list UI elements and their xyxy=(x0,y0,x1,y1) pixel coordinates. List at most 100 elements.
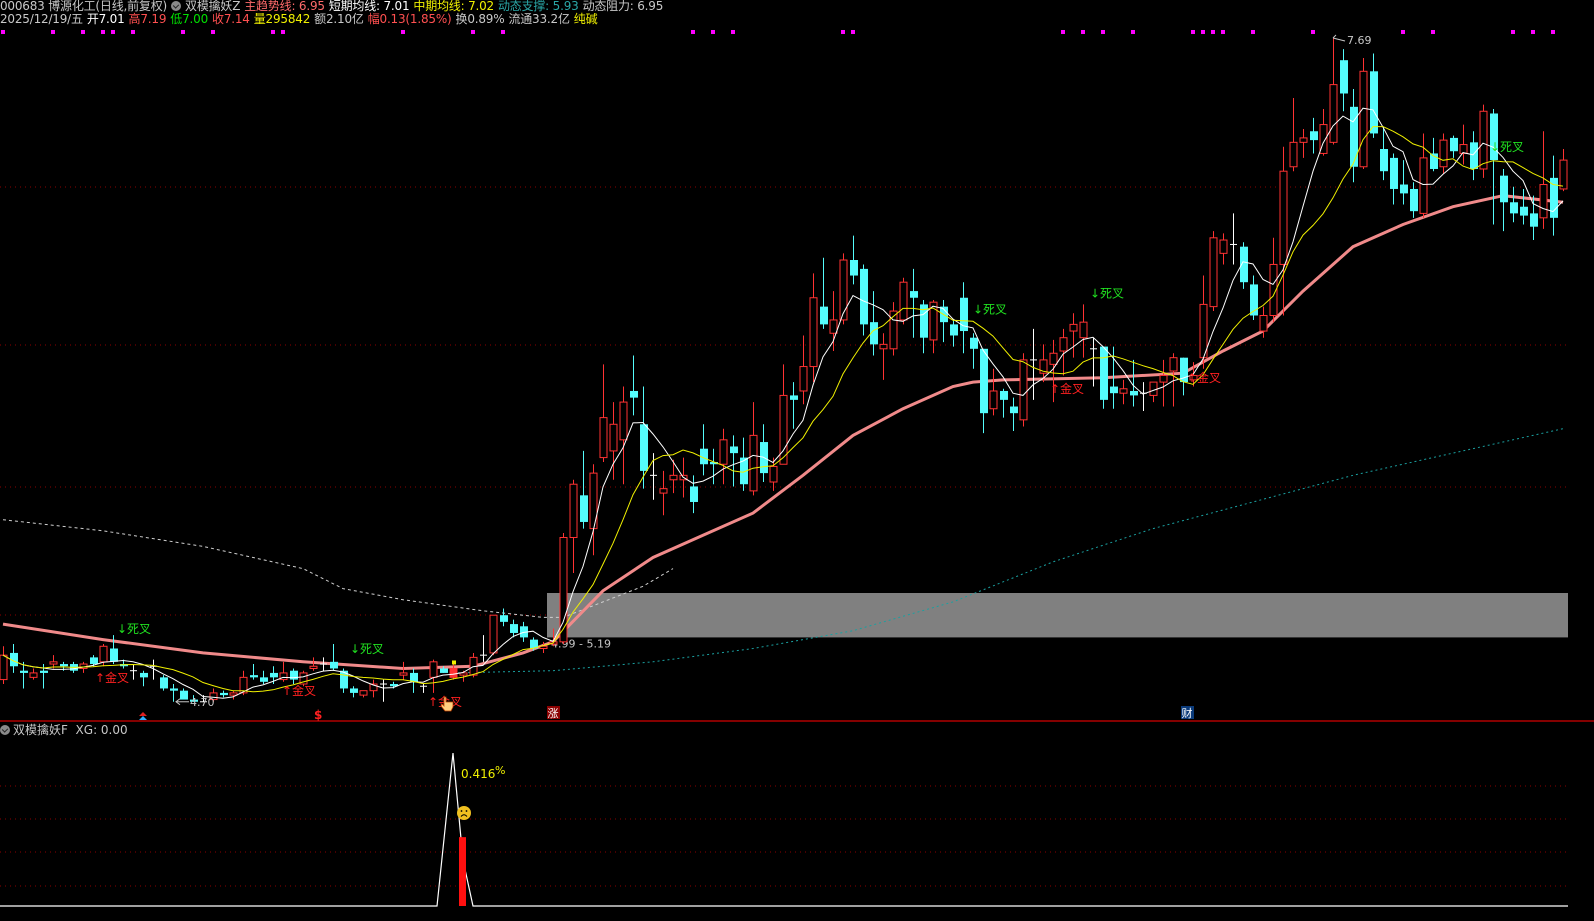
candle-body xyxy=(340,670,348,689)
indicator-name[interactable]: 双模擒妖Z xyxy=(185,0,241,13)
candle xyxy=(140,670,148,687)
candle xyxy=(1390,153,1398,205)
candle xyxy=(779,364,788,465)
peak-price-label: 7.69 xyxy=(1347,34,1372,47)
signal-dot xyxy=(51,30,55,34)
candle-body xyxy=(1510,202,1518,214)
candle xyxy=(1450,135,1458,158)
candle-body xyxy=(29,672,38,678)
candle-body xyxy=(299,672,308,685)
arrow-up-icon xyxy=(139,716,147,720)
candle-body xyxy=(160,677,168,689)
volume: 量295842 xyxy=(253,12,311,26)
candle xyxy=(1030,328,1037,400)
candle-body xyxy=(950,324,958,336)
death-cross-label: ↓死叉 xyxy=(1090,287,1124,301)
signal-dot xyxy=(1551,30,1555,34)
candle xyxy=(539,641,548,653)
candle xyxy=(279,661,288,682)
candle xyxy=(1439,133,1448,174)
candle-body xyxy=(1259,315,1268,332)
candle-body xyxy=(1219,239,1228,254)
peak-arrow-line xyxy=(1332,37,1346,42)
candle xyxy=(1000,388,1008,418)
candle xyxy=(449,660,458,680)
candle-body xyxy=(229,692,238,696)
candle-body xyxy=(1269,263,1278,317)
candle xyxy=(1289,97,1298,172)
candle-body xyxy=(1159,374,1168,383)
candle-body xyxy=(209,692,218,701)
candle xyxy=(110,635,118,665)
death-cross-label: ↓死叉 xyxy=(117,622,151,636)
header-line-2: 2025/12/19/五 开7.01 高7.19 低7.00 收7.14 量295842 额… xyxy=(0,13,601,26)
candle-body xyxy=(190,699,198,702)
candle xyxy=(1199,275,1208,369)
sector[interactable]: 纯碱 xyxy=(573,12,598,26)
resistance-dashed-line xyxy=(2,519,674,618)
candle-body xyxy=(1039,359,1048,374)
candle-body xyxy=(510,624,518,633)
candle-body xyxy=(10,652,18,667)
candle xyxy=(290,668,298,685)
candle-body xyxy=(769,465,778,483)
candle xyxy=(1180,357,1188,396)
candle-body xyxy=(1189,374,1198,381)
candle-body xyxy=(1410,188,1418,212)
candle xyxy=(740,437,748,491)
lower-indicator-name[interactable]: 双模擒妖F xyxy=(13,723,68,737)
candle-body xyxy=(1100,346,1108,400)
candle-body xyxy=(1470,142,1478,169)
candle xyxy=(710,448,718,485)
candle-body xyxy=(500,615,508,622)
candle-body xyxy=(1329,84,1338,143)
candle xyxy=(1230,213,1237,265)
candle-body xyxy=(110,648,118,662)
candle xyxy=(309,657,318,671)
candle-body xyxy=(20,670,28,673)
candle xyxy=(619,386,628,485)
candle xyxy=(170,684,178,702)
indicator-toggle-icon[interactable] xyxy=(0,725,10,735)
candle-body xyxy=(1059,337,1068,352)
candle-body xyxy=(1010,406,1018,414)
candle xyxy=(1140,382,1147,411)
candle xyxy=(1370,53,1378,138)
candle xyxy=(669,459,678,494)
mid-ma-value: 中期均线: 7.02 xyxy=(413,0,494,13)
turnover: 换0.89% xyxy=(455,12,505,26)
rise-badge-text: 涨 xyxy=(548,707,559,720)
low-price-label: 4.70 xyxy=(190,696,215,709)
candle xyxy=(1069,313,1078,358)
candle xyxy=(1520,188,1528,225)
candle xyxy=(749,402,758,496)
candle xyxy=(1079,304,1088,358)
signal-dot xyxy=(1401,30,1405,34)
candle-body xyxy=(929,301,938,341)
candle xyxy=(330,644,338,671)
candle xyxy=(940,299,948,343)
candle xyxy=(559,533,568,645)
candle xyxy=(1380,126,1388,181)
indicator-toggle-icon[interactable] xyxy=(171,1,182,11)
candle-body xyxy=(1049,352,1058,365)
candle-body xyxy=(910,291,918,298)
candle-body xyxy=(1000,390,1008,400)
signal-dot xyxy=(81,30,85,34)
candle-body xyxy=(1539,184,1548,219)
candle xyxy=(1319,109,1328,156)
signal-dot xyxy=(1511,30,1515,34)
candle-body xyxy=(1500,175,1508,203)
candle xyxy=(350,686,358,698)
candle xyxy=(1219,233,1228,265)
candle-body xyxy=(180,690,188,700)
candle-body xyxy=(559,537,568,643)
signal-dot xyxy=(1131,30,1135,34)
candle-body xyxy=(1490,113,1498,161)
candle-body xyxy=(1530,213,1538,227)
candle xyxy=(1430,137,1438,172)
candle xyxy=(500,608,508,627)
signal-dot xyxy=(851,30,855,34)
candle xyxy=(1359,57,1368,169)
